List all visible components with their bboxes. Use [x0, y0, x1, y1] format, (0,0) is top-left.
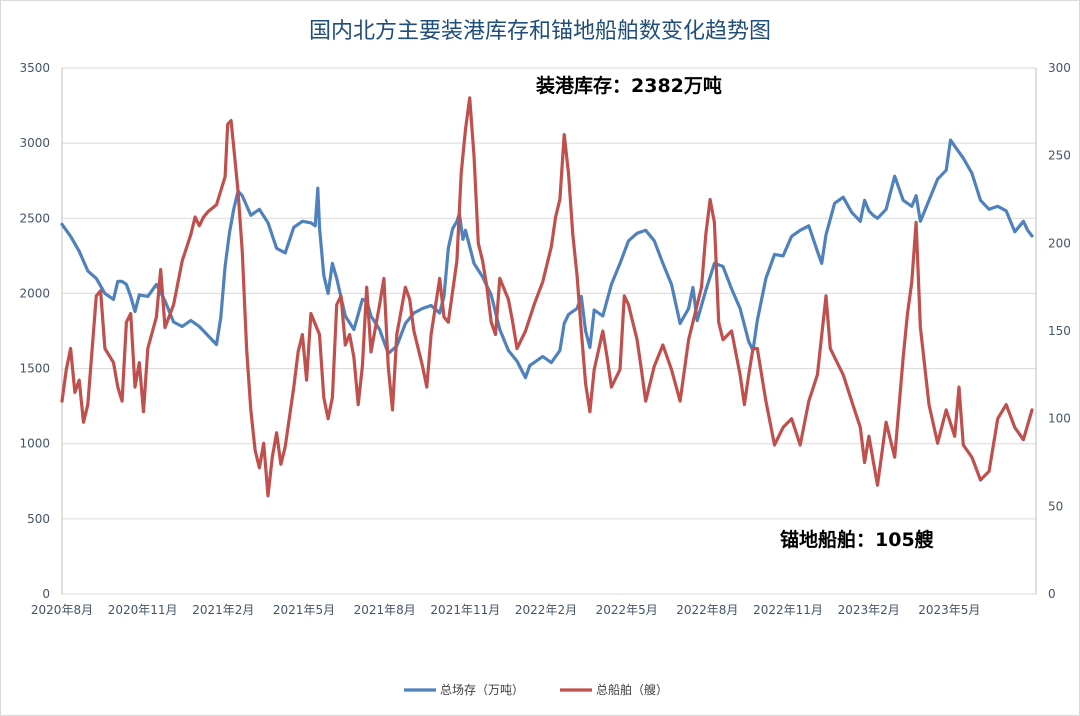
x-tick-label: 2022年5月 — [596, 603, 658, 617]
y-right-tick-label: 150 — [1048, 324, 1071, 338]
x-tick-label: 2021年11月 — [430, 603, 500, 617]
x-tick-label: 2020年8月 — [31, 603, 93, 617]
x-tick-label: 2021年5月 — [273, 603, 335, 617]
x-tick-label: 2023年5月 — [918, 603, 980, 617]
y-left-tick-label: 2000 — [19, 286, 50, 300]
x-tick-label: 2020年11月 — [108, 603, 178, 617]
x-tick-label: 2023年2月 — [838, 603, 900, 617]
y-left-tick-label: 1500 — [19, 362, 50, 376]
y-right-tick-label: 300 — [1048, 61, 1071, 75]
y-left-tick-label: 2500 — [19, 211, 50, 225]
y-right-tick-label: 250 — [1048, 149, 1071, 163]
x-tick-label: 2021年2月 — [192, 603, 254, 617]
x-tick-label: 2022年11月 — [753, 603, 823, 617]
y-right-tick-label: 50 — [1048, 499, 1063, 513]
y-left-tick-label: 3000 — [19, 136, 50, 150]
y-axis-right: 0 50 100 150 200 250 300 — [1035, 61, 1071, 601]
x-tick-label: 2022年2月 — [515, 603, 577, 617]
inventory-annotation: 装港库存：2382万吨 — [535, 74, 722, 97]
y-axis-left: 0 500 1000 1500 2000 2500 3000 3500 — [19, 61, 63, 601]
y-right-tick-label: 0 — [1048, 587, 1056, 601]
legend-label: 总船舶（艘） — [596, 682, 668, 697]
legend: 总场存（万吨） 总船舶（艘） — [404, 682, 668, 697]
y-left-tick-label: 1000 — [19, 437, 50, 451]
y-right-tick-label: 100 — [1048, 412, 1071, 426]
y-left-tick-label: 500 — [27, 512, 50, 526]
y-right-tick-label: 200 — [1048, 236, 1071, 250]
x-axis: 2020年8月 2020年11月 2021年2月 2021年5月 2021年8月 2021… — [31, 603, 981, 617]
series-lines — [60, 96, 1034, 498]
series-line-2 — [60, 96, 1034, 498]
ships-annotation: 锚地船舶：105艘 — [780, 528, 935, 551]
chart-title: 国内北方主要装港库存和锚地船舶数变化趋势图 — [309, 19, 771, 44]
y-left-tick-label: 3500 — [19, 61, 50, 75]
x-tick-label: 2021年8月 — [354, 603, 416, 617]
legend-label: 总场存（万吨） — [440, 683, 524, 697]
y-left-tick-label: 0 — [42, 587, 50, 601]
grid-lines — [62, 67, 1036, 595]
x-tick-label: 2022年8月 — [676, 603, 738, 617]
series-line-1 — [60, 138, 1034, 380]
